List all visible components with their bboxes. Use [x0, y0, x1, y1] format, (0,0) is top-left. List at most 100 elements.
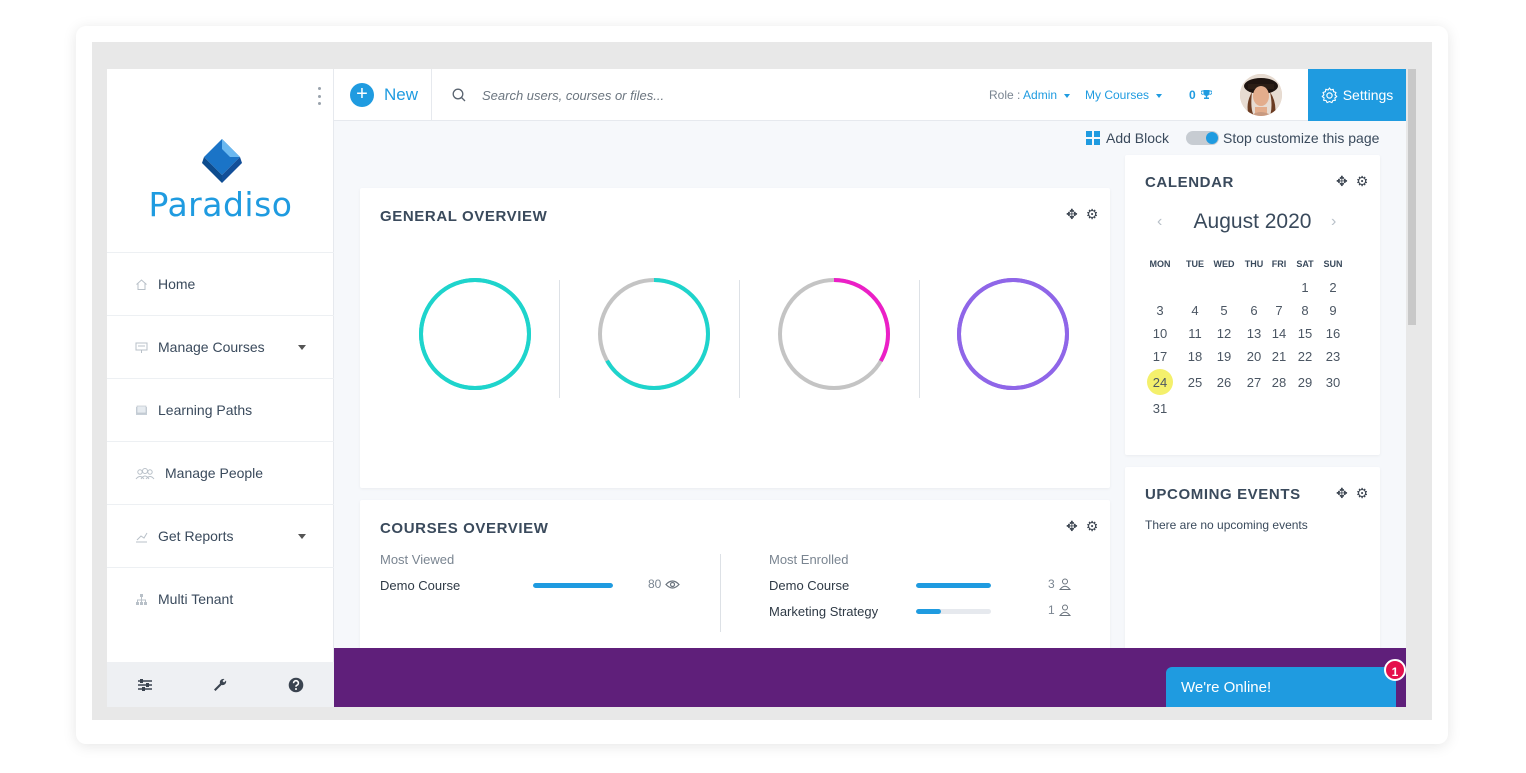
my-courses-dropdown[interactable]: My Courses [1085, 88, 1163, 102]
calendar-day[interactable]: 14 [1271, 326, 1287, 341]
calendar-month: August 2020 [1193, 210, 1312, 233]
customize-toggle[interactable]: Stop customize this page [1186, 130, 1379, 146]
trophy-counter[interactable]: 0 [1189, 88, 1213, 102]
calendar-day[interactable]: 12 [1216, 326, 1232, 341]
trophy-count: 0 [1189, 88, 1196, 102]
calendar-day[interactable]: 31 [1152, 401, 1168, 416]
course-count: 1 [1048, 603, 1071, 617]
home-icon [136, 278, 147, 290]
sidebar-item-manage-courses[interactable]: Manage Courses [107, 315, 334, 378]
chat-widget[interactable]: We're Online! [1166, 667, 1396, 707]
logo[interactable]: Paradiso [107, 137, 334, 227]
card-title: UPCOMING EVENTS [1145, 486, 1301, 503]
calendar-day[interactable]: 3 [1156, 303, 1164, 318]
course-count: 3 [1048, 577, 1071, 591]
today-highlight [1147, 369, 1173, 395]
course-name[interactable]: Demo Course [769, 578, 850, 593]
gear-icon[interactable]: ⚙ [1085, 206, 1099, 222]
most-viewed-heading: Most Viewed [380, 552, 455, 567]
calendar-day[interactable]: 30 [1325, 375, 1341, 390]
calendar-day[interactable]: 5 [1220, 303, 1228, 318]
sidebar-item-manage-people[interactable]: Manage People [107, 441, 334, 504]
add-block-button[interactable]: Add Block [1086, 130, 1169, 146]
card-title: GENERAL OVERVIEW [380, 208, 548, 225]
role-selector[interactable]: Role : Admin [989, 88, 1071, 102]
search-icon [452, 88, 466, 102]
kebab-menu-icon[interactable] [315, 87, 323, 105]
plus-icon: + [350, 83, 374, 107]
move-icon[interactable]: ✥ [1066, 518, 1078, 534]
calendar-day[interactable]: 17 [1152, 349, 1168, 364]
course-name[interactable]: Demo Course [380, 578, 461, 593]
avatar[interactable] [1240, 74, 1282, 116]
divider [431, 69, 432, 121]
next-month-button[interactable]: › [1331, 213, 1337, 230]
sidebar-item-multi-tenant[interactable]: Multi Tenant [107, 567, 334, 630]
sidebar-item-get-reports[interactable]: Get Reports [107, 504, 334, 567]
sliders-icon[interactable] [137, 678, 153, 692]
calendar-day[interactable]: 18 [1187, 349, 1203, 364]
calendar-day[interactable]: 1 [1301, 280, 1309, 295]
count-value: 80 [648, 577, 662, 591]
gear-icon[interactable]: ⚙ [1355, 485, 1369, 501]
course-name[interactable]: Marketing Strategy [769, 604, 879, 619]
calendar-day[interactable]: 21 [1271, 349, 1287, 364]
move-icon[interactable]: ✥ [1336, 173, 1348, 189]
move-icon[interactable]: ✥ [1336, 485, 1348, 501]
calendar-day[interactable]: 15 [1297, 326, 1313, 341]
scrollbar[interactable] [1406, 69, 1418, 648]
gear-icon [1321, 86, 1338, 103]
calendar-day[interactable]: 13 [1246, 326, 1262, 341]
divider [559, 280, 560, 398]
add-block-label: Add Block [1106, 130, 1170, 146]
new-button[interactable]: + New [350, 83, 418, 107]
sidebar-item-learning-paths[interactable]: Learning Paths [107, 378, 334, 441]
sidebar-item-home[interactable]: Home [107, 252, 334, 315]
count-value: 3 [1048, 577, 1055, 591]
calendar-day[interactable]: 25 [1187, 375, 1203, 390]
calendar-day[interactable]: 29 [1297, 375, 1313, 390]
search-input[interactable] [482, 84, 802, 106]
calendar-day[interactable]: 9 [1329, 303, 1337, 318]
calendar-day[interactable]: 10 [1152, 326, 1168, 341]
gear-icon[interactable]: ⚙ [1355, 173, 1369, 189]
toggle-switch[interactable] [1186, 131, 1219, 145]
progress-bar [533, 583, 613, 588]
calendar-day[interactable]: 16 [1325, 326, 1341, 341]
card-tools: ✥ ⚙ [1336, 485, 1368, 502]
chat-label: We're Online! [1181, 679, 1272, 696]
card-title: CALENDAR [1145, 174, 1234, 191]
calendar-day[interactable]: 23 [1325, 349, 1341, 364]
role-value: Admin [1023, 88, 1058, 102]
weekday-label: MON [1149, 259, 1171, 269]
calendar-card: CALENDAR ✥ ⚙ ‹ August 2020 › MON TUE WED TH… [1125, 155, 1380, 455]
progress-ring [598, 278, 710, 390]
wrench-icon[interactable] [212, 677, 228, 693]
help-icon[interactable] [288, 677, 304, 693]
gear-icon[interactable]: ⚙ [1085, 518, 1099, 534]
paradiso-logo-icon [202, 139, 242, 183]
divider [739, 280, 740, 398]
calendar-day[interactable]: 20 [1246, 349, 1262, 364]
calendar-day[interactable]: 6 [1250, 303, 1258, 318]
count-value: 1 [1048, 603, 1055, 617]
calendar-day[interactable]: 28 [1271, 375, 1287, 390]
move-icon[interactable]: ✥ [1066, 206, 1078, 222]
sidebar-item-label: Manage People [165, 465, 264, 481]
grid-icon [1086, 131, 1100, 145]
scrollbar-thumb[interactable] [1408, 69, 1416, 325]
calendar-day[interactable]: 7 [1275, 303, 1283, 318]
calendar-day[interactable]: 11 [1188, 326, 1202, 341]
calendar-day[interactable]: 27 [1246, 375, 1262, 390]
settings-button[interactable]: Settings [1308, 69, 1406, 121]
calendar-day[interactable]: 4 [1191, 303, 1199, 318]
calendar-day[interactable]: 22 [1297, 349, 1313, 364]
topbar: + New Role : Admin My Courses 0 [334, 69, 1406, 121]
calendar-day-today[interactable]: 24 [1152, 375, 1168, 390]
eye-icon [665, 579, 681, 589]
calendar-day[interactable]: 19 [1216, 349, 1232, 364]
prev-month-button[interactable]: ‹ [1157, 213, 1163, 230]
calendar-day[interactable]: 8 [1301, 303, 1309, 318]
calendar-day[interactable]: 2 [1329, 280, 1337, 295]
calendar-day[interactable]: 26 [1216, 375, 1232, 390]
